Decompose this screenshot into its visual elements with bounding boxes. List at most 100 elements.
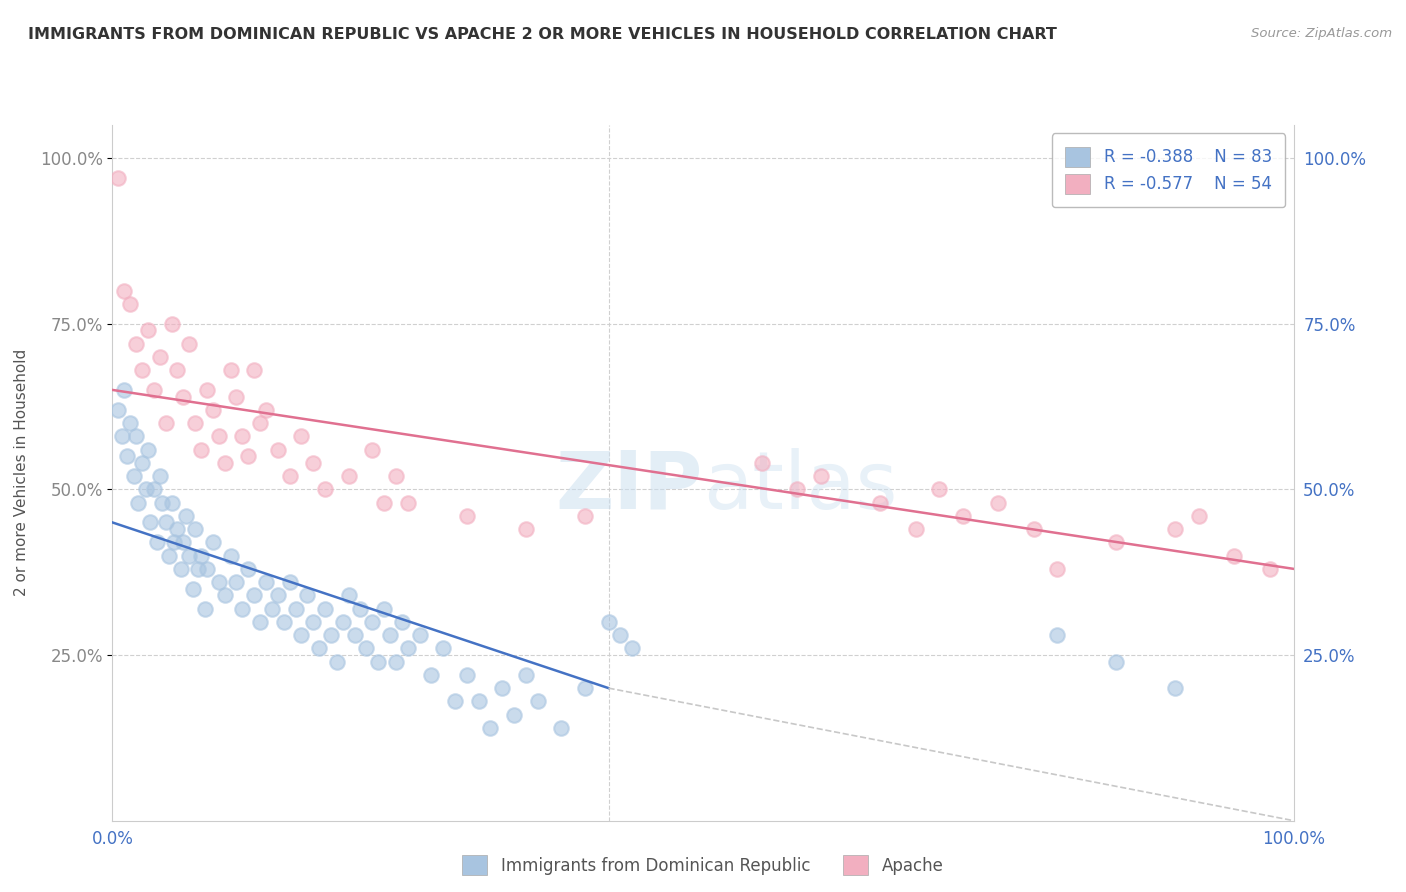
Point [396,495,419,509]
Point [337,469,360,483]
Point [184,416,207,430]
Point [219,549,242,563]
Point [869,495,891,509]
Point [201,402,224,417]
Point [155,516,177,530]
Point [249,416,271,430]
Point [172,390,194,404]
Point [172,535,194,549]
Point [181,582,204,596]
Point [1188,508,1211,523]
Point [254,575,277,590]
Text: atlas: atlas [703,448,897,525]
Point [987,495,1010,509]
Point [1046,628,1069,642]
Point [302,615,325,629]
Point [467,694,489,708]
Y-axis label: 2 or more Vehicles in Household: 2 or more Vehicles in Household [14,349,28,597]
Point [337,588,360,602]
Point [115,449,138,463]
Point [214,588,236,602]
Point [238,562,260,576]
Point [391,615,413,629]
Point [125,429,148,443]
Point [111,429,134,443]
Point [1164,522,1187,536]
Point [273,615,295,629]
Point [243,363,266,377]
Point [160,495,183,509]
Point [302,456,325,470]
Point [120,416,142,430]
Point [231,601,253,615]
Point [155,416,177,430]
Point [349,601,371,615]
Point [136,323,159,337]
Point [1164,681,1187,695]
Point [127,495,149,509]
Point [515,522,537,536]
Point [112,284,135,298]
Point [186,562,208,576]
Point [208,575,231,590]
Point [190,442,212,457]
Point [810,469,832,483]
Point [319,628,342,642]
Point [356,641,378,656]
Point [139,516,162,530]
Point [195,383,218,397]
Point [361,615,384,629]
Point [149,350,172,364]
Point [1105,535,1128,549]
Point [1258,562,1281,576]
Point [112,383,135,397]
Point [456,668,478,682]
Point [314,601,336,615]
Point [267,588,290,602]
Point [928,483,950,497]
Point [131,456,153,470]
Point [479,721,502,735]
Point [408,628,430,642]
Point [136,442,159,457]
Point [290,628,312,642]
Point [598,615,620,629]
Point [260,601,283,615]
Point [225,390,247,404]
Point [284,601,307,615]
Point [170,562,193,576]
Point [361,442,384,457]
Point [367,655,389,669]
Point [297,588,319,602]
Point [243,588,266,602]
Point [190,549,212,563]
Point [267,442,290,457]
Point [751,456,773,470]
Point [621,641,644,656]
Point [1046,562,1069,576]
Point [491,681,513,695]
Point [526,694,548,708]
Point [160,317,183,331]
Point [290,429,312,443]
Point [550,721,572,735]
Text: IMMIGRANTS FROM DOMINICAN REPUBLIC VS APACHE 2 OR MORE VEHICLES IN HOUSEHOLD COR: IMMIGRANTS FROM DOMINICAN REPUBLIC VS AP… [28,27,1057,42]
Point [219,363,242,377]
Point [249,615,271,629]
Point [385,655,408,669]
Point [194,601,217,615]
Point [166,522,188,536]
Point [135,483,157,497]
Point [120,297,142,311]
Point [786,483,808,497]
Point [142,483,165,497]
Point [214,456,236,470]
Point [179,336,201,351]
Point [238,449,260,463]
Point [1105,655,1128,669]
Point [432,641,454,656]
Point [420,668,443,682]
Point [609,628,631,642]
Point [515,668,537,682]
Point [142,383,165,397]
